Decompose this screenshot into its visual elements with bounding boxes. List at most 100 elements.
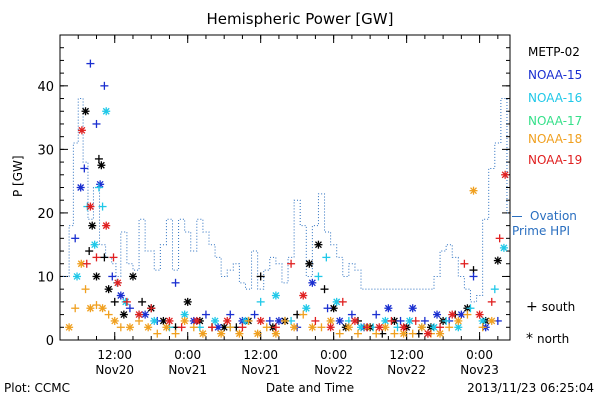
point-noaa15-south <box>100 81 109 90</box>
point-metp02-north <box>92 272 101 281</box>
point-metp02-north <box>104 285 113 294</box>
model-step-line <box>63 98 513 303</box>
point-metp02-south <box>94 154 103 163</box>
point-metp02-south <box>85 247 94 256</box>
point-noaa16-south <box>98 202 107 211</box>
point-metp02-north <box>128 272 137 281</box>
point-noaa15-south <box>347 310 356 319</box>
point-noaa15-south <box>226 310 235 319</box>
point-noaa18-north <box>180 316 189 325</box>
point-noaa18-south <box>153 329 162 338</box>
point-noaa19-south <box>271 323 280 332</box>
x-tick-label-date: Nov22 <box>314 363 353 377</box>
point-noaa15-south <box>125 304 134 313</box>
x-tick-label-time: 12:00 <box>97 348 132 362</box>
point-noaa19-north <box>165 316 174 325</box>
point-noaa18-north <box>217 329 226 338</box>
point-noaa15-north <box>433 310 442 319</box>
point-noaa16-south <box>442 316 451 325</box>
point-noaa18-north <box>86 304 95 313</box>
point-noaa15-south <box>250 310 259 319</box>
point-noaa15-south <box>92 119 101 128</box>
point-metp02-north <box>305 259 314 268</box>
point-noaa15-north <box>457 310 466 319</box>
point-noaa15-north <box>274 316 283 325</box>
point-noaa18-north <box>469 186 478 195</box>
x-tick-label-time: 0:00 <box>466 348 493 362</box>
point-noaa16-south <box>256 297 265 306</box>
point-noaa15-south <box>323 304 332 313</box>
point-noaa18-north <box>344 323 353 332</box>
point-noaa19-north <box>375 323 384 332</box>
point-noaa18-north <box>381 323 390 332</box>
point-noaa19-south <box>287 259 296 268</box>
point-noaa18-south <box>189 323 198 332</box>
point-noaa18-south <box>463 310 472 319</box>
x-tick-label-time: 0:00 <box>174 348 201 362</box>
x-tick-label-date: Nov22 <box>387 363 426 377</box>
point-noaa16-south <box>322 253 331 262</box>
point-noaa15-south <box>171 278 180 287</box>
point-noaa19-south <box>411 316 420 325</box>
point-noaa18-south <box>171 329 180 338</box>
point-noaa16-north <box>150 316 159 325</box>
point-noaa18-north <box>290 323 299 332</box>
model-label-line2: Prime HPI <box>512 224 570 238</box>
point-noaa19-north <box>326 323 335 332</box>
point-noaa15-south <box>86 59 95 68</box>
point-noaa19-north <box>423 329 432 338</box>
point-noaa16-north <box>73 272 82 281</box>
y-tick-label: 20 <box>37 207 54 222</box>
y-tick-label: 10 <box>37 270 54 285</box>
point-noaa19-north <box>350 316 359 325</box>
point-noaa19-north <box>256 316 265 325</box>
point-noaa18-north <box>253 329 262 338</box>
point-metp02-north <box>183 297 192 306</box>
point-noaa18-south <box>317 323 326 332</box>
point-noaa19-south <box>92 253 101 262</box>
point-noaa18-south <box>335 329 344 338</box>
point-noaa16-north <box>90 240 99 249</box>
point-noaa18-north <box>125 323 134 332</box>
point-noaa18-south <box>81 285 90 294</box>
x-axis-label: Date and Time <box>265 381 355 395</box>
point-metp02-north <box>493 256 502 265</box>
point-noaa15-south <box>420 316 429 325</box>
point-noaa16-south <box>466 304 475 313</box>
point-noaa18-south <box>116 323 125 332</box>
point-noaa16-north <box>211 316 220 325</box>
point-noaa15-north <box>384 304 393 313</box>
point-noaa18-south <box>281 316 289 325</box>
asterisk-marker-icon: * <box>526 331 533 347</box>
point-noaa16-north <box>499 243 508 252</box>
point-noaa18-south <box>445 323 454 332</box>
point-noaa18-south <box>92 301 101 310</box>
point-noaa18-north <box>162 323 171 332</box>
point-noaa16-north <box>180 310 189 319</box>
point-noaa15-south <box>372 310 381 319</box>
point-noaa19-south <box>436 323 445 332</box>
x-tick-label-time: 0:00 <box>320 348 347 362</box>
plot-timestamp: 2013/11/23 06:25:04 <box>467 381 594 395</box>
point-noaa16-south <box>314 272 323 281</box>
symbol-key-north: * north <box>526 331 569 347</box>
x-tick-label-date: Nov20 <box>95 363 134 377</box>
point-noaa15-south <box>396 316 405 325</box>
point-metp02-south <box>256 272 265 281</box>
point-noaa15-north <box>116 291 125 300</box>
point-metp02-south <box>138 297 147 306</box>
legend-item-noaa17: NOAA-17 <box>528 114 583 128</box>
x-tick-label-date: Nov21 <box>168 363 207 377</box>
point-noaa18-north <box>65 323 74 332</box>
point-noaa15-south <box>201 310 210 319</box>
point-noaa16-north <box>302 304 311 313</box>
chart-title: Hemispheric Power [GW] <box>206 10 394 28</box>
point-noaa18-north <box>271 329 280 338</box>
point-noaa16-north <box>454 323 463 332</box>
point-noaa19-south <box>363 323 372 332</box>
point-noaa18-south <box>408 329 417 338</box>
legend-item-noaa19: NOAA-19 <box>528 153 583 167</box>
point-noaa19-south <box>495 234 504 243</box>
point-noaa19-north <box>135 310 144 319</box>
